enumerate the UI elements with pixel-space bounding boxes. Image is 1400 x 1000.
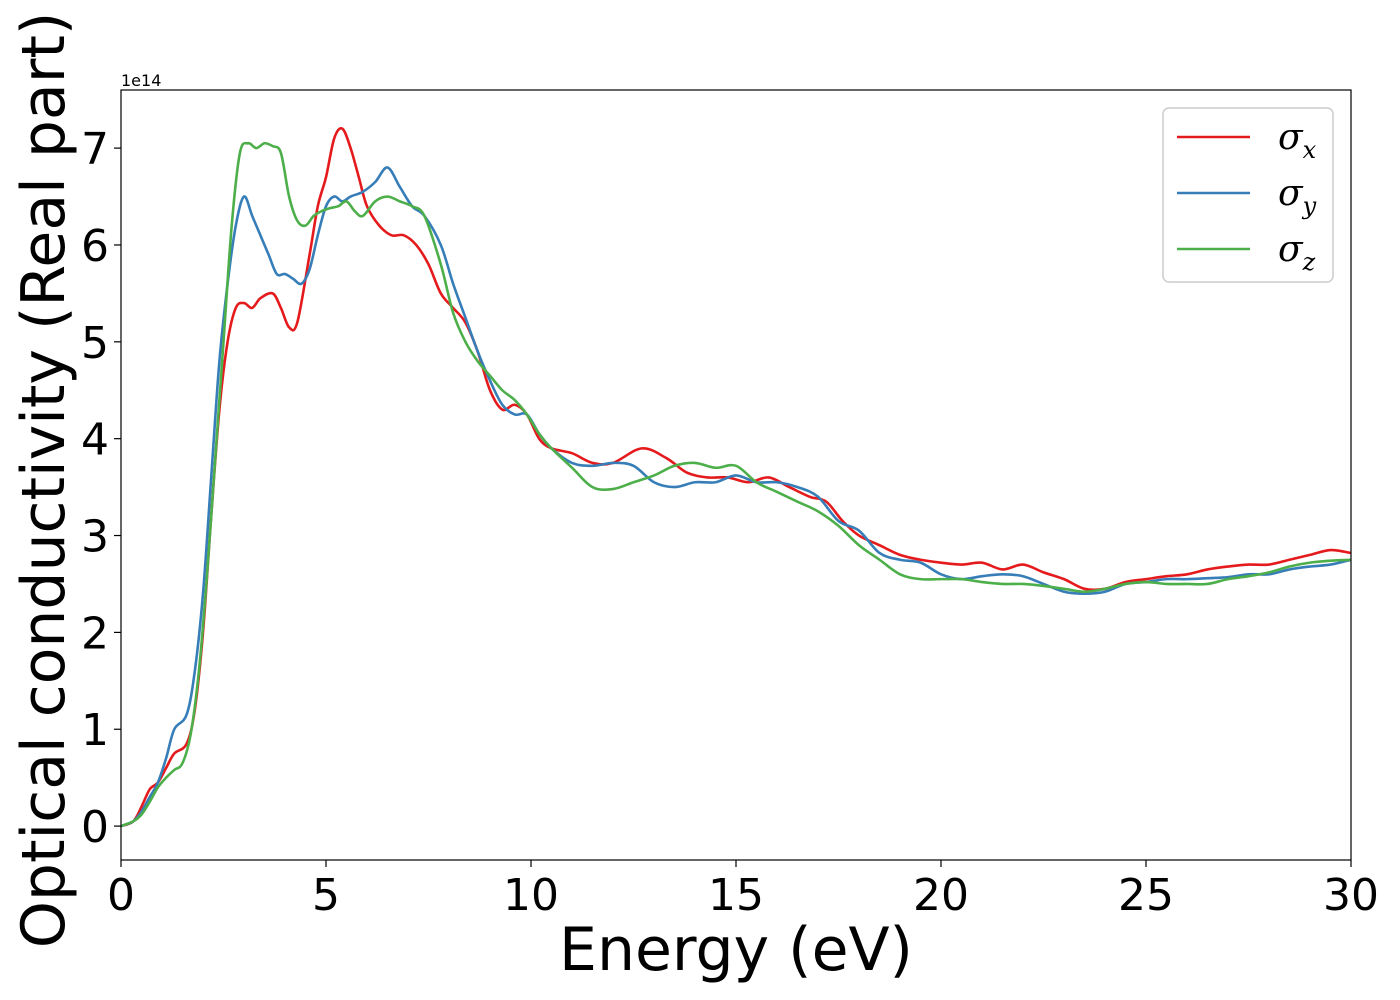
legend-box — [1162, 107, 1334, 283]
y-tick-label: 7 — [81, 124, 109, 175]
legend-subscript: x — [1303, 136, 1317, 164]
y-axis-title: Optical conductivity (Real part) — [9, 12, 79, 949]
legend-subscript: y — [1302, 192, 1317, 220]
legend-label-z: σz — [1278, 229, 1316, 276]
y-tick-label: 1 — [81, 705, 109, 756]
x-tick-label: 30 — [1323, 870, 1379, 921]
legend-subscript: z — [1302, 248, 1316, 276]
series-layer — [121, 127, 1351, 828]
series-line-y — [121, 166, 1351, 828]
x-axis: 0 5 10 15 20 25 30 — [107, 860, 1379, 921]
x-tick-label: 10 — [503, 870, 559, 921]
legend-symbol: σ — [1278, 117, 1304, 158]
y-tick-label: 3 — [81, 512, 109, 563]
y-tick-label: 2 — [81, 608, 109, 659]
series-line-z — [121, 141, 1351, 828]
x-tick-label: 5 — [312, 870, 340, 921]
y-offset-label: 1e14 — [121, 71, 161, 90]
x-tick-label: 15 — [708, 870, 764, 921]
x-axis-title: Energy (eV) — [559, 915, 913, 985]
x-tick-label: 20 — [913, 870, 969, 921]
legend-label-y: σy — [1278, 173, 1317, 220]
legend-label-x: σx — [1278, 117, 1317, 164]
y-tick-label: 4 — [81, 415, 109, 466]
x-tick-label: 25 — [1118, 870, 1174, 921]
y-tick-label: 0 — [81, 802, 109, 853]
legend-symbol: σ — [1278, 229, 1304, 270]
legend-symbol: σ — [1278, 173, 1304, 214]
y-tick-label: 6 — [81, 221, 109, 272]
x-tick-label: 0 — [107, 870, 135, 921]
y-axis: 0 1 2 3 4 5 6 7 — [81, 124, 121, 853]
y-tick-label: 5 — [81, 318, 109, 369]
